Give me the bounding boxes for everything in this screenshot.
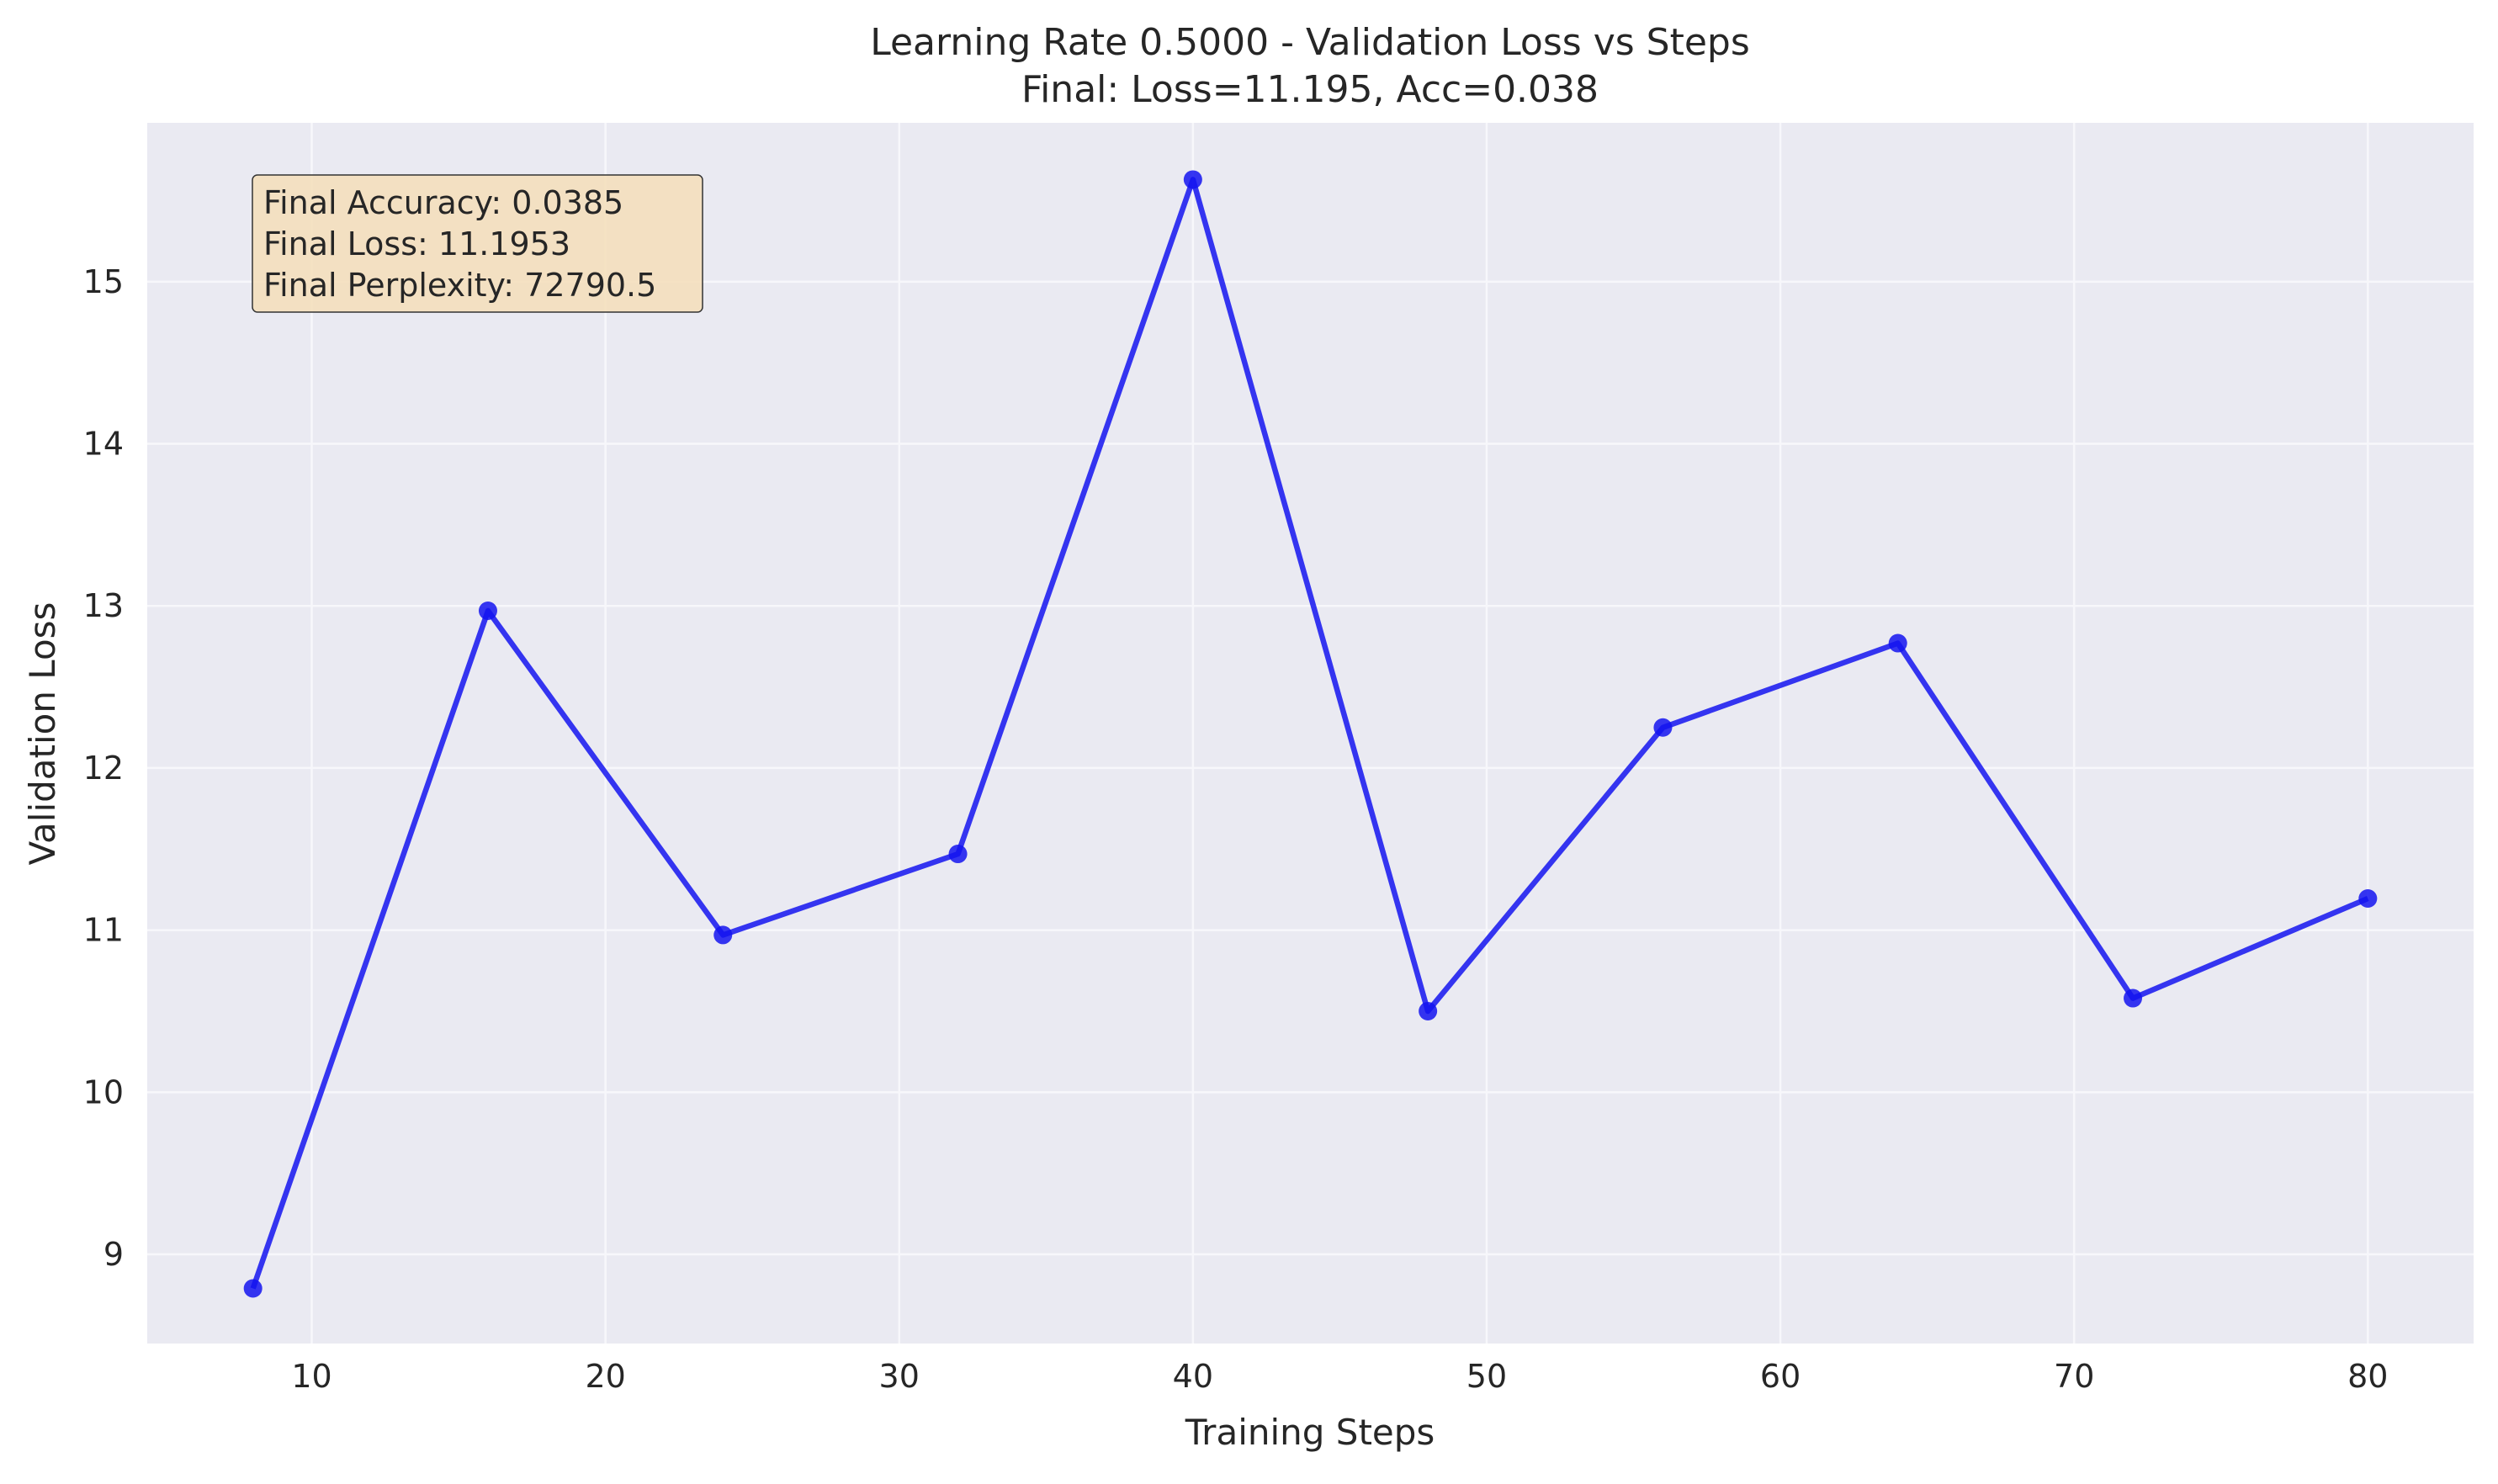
data-point bbox=[478, 602, 497, 621]
final-metrics-box: Final Accuracy: 0.0385 Final Loss: 11.19… bbox=[252, 174, 703, 313]
final-loss-text: Final Loss: 11.1953 bbox=[263, 225, 570, 262]
y-tick-label: 12 bbox=[83, 750, 124, 787]
x-tick-label: 70 bbox=[2054, 1358, 2094, 1395]
x-tick-label: 60 bbox=[1760, 1358, 1801, 1395]
data-point bbox=[2358, 888, 2378, 908]
x-tick-label: 30 bbox=[879, 1358, 920, 1395]
x-axis-label: Training Steps bbox=[1185, 1412, 1435, 1453]
y-tick-label: 15 bbox=[83, 263, 124, 300]
plot-area bbox=[147, 123, 2474, 1344]
final-accuracy-text: Final Accuracy: 0.0385 bbox=[263, 184, 623, 221]
x-tick-label: 10 bbox=[291, 1358, 331, 1395]
series-line bbox=[250, 177, 2369, 1290]
data-point bbox=[1183, 170, 1202, 189]
x-tick-label: 40 bbox=[1173, 1358, 1213, 1395]
ticks: 10 20 30 40 50 60 70 80 9 10 11 12 13 14 15 bbox=[83, 263, 2389, 1395]
y-tick-label: 11 bbox=[83, 912, 124, 949]
data-point bbox=[713, 925, 733, 945]
chart-subtitle: Final: Loss=11.195, Acc=0.038 bbox=[1021, 68, 1599, 111]
x-tick-label: 20 bbox=[585, 1358, 625, 1395]
y-tick-label: 13 bbox=[83, 587, 124, 624]
x-tick-label: 50 bbox=[1466, 1358, 1507, 1395]
y-tick-label: 14 bbox=[83, 426, 124, 463]
chart-title: Learning Rate 0.5000 - Validation Loss v… bbox=[870, 21, 1750, 64]
data-point bbox=[243, 1279, 263, 1298]
y-axis-label: Validation Loss bbox=[22, 602, 63, 866]
data-point bbox=[2124, 988, 2143, 1008]
y-tick-label: 9 bbox=[103, 1236, 124, 1273]
data-point bbox=[1653, 718, 1673, 737]
data-point bbox=[1888, 633, 1907, 653]
y-tick-label: 10 bbox=[83, 1073, 124, 1110]
x-tick-label: 80 bbox=[2347, 1358, 2388, 1395]
final-perplexity-text: Final Perplexity: 72790.5 bbox=[263, 267, 656, 304]
final-metrics-box-background bbox=[252, 174, 703, 313]
data-point bbox=[948, 845, 968, 864]
series-layer bbox=[243, 170, 2378, 1298]
data-point bbox=[1419, 1001, 1438, 1020]
